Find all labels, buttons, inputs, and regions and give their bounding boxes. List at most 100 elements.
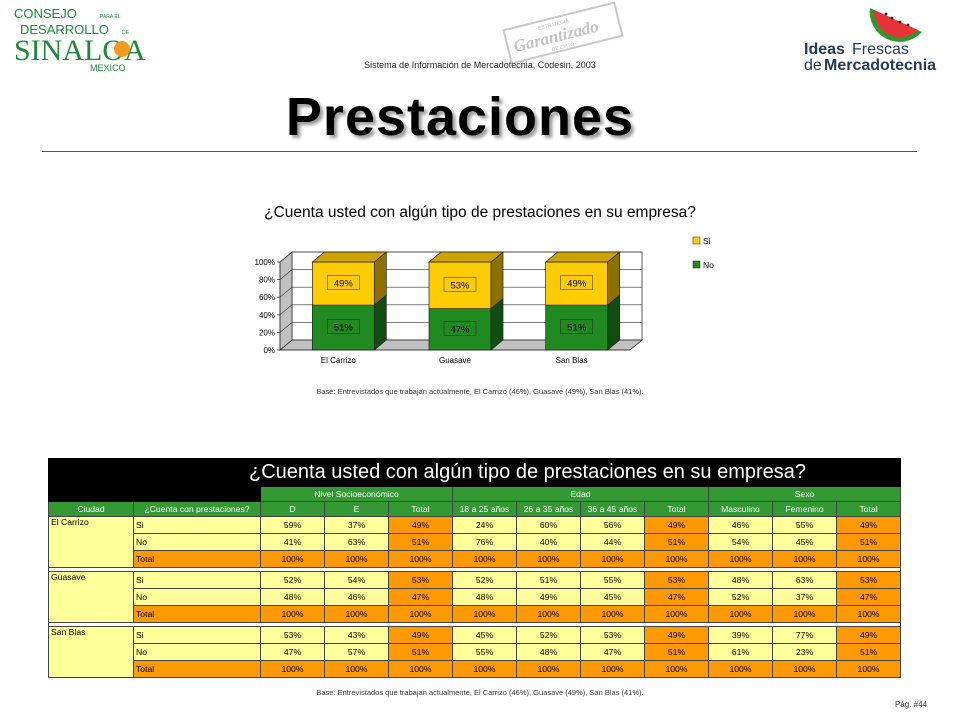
table-value-cell: 24% (452, 516, 517, 534)
data-label-box-si-0 (327, 275, 360, 290)
chart-gridline (279, 251, 642, 263)
data-label-box-no-1 (443, 321, 477, 336)
table-value-cell: 100% (516, 605, 581, 623)
legend-swatch-no (692, 260, 701, 269)
table-value-cell: 55% (452, 643, 517, 661)
table-option-cell: Total (133, 550, 261, 568)
table-value-cell: 100% (708, 605, 773, 623)
table-value-cell: 100% (324, 550, 389, 568)
legend-label-si: Si (703, 236, 711, 246)
y-tick-label: 0% (263, 346, 275, 355)
table-value-cell: 52% (260, 571, 325, 589)
chart-gridline (279, 339, 642, 351)
table-group-header-row: Nivel Socioeconómico Edad Sexo (48, 486, 902, 502)
table-column-header: Ciudad (48, 501, 134, 517)
x-tick-label: El Carrizo (321, 356, 357, 365)
table-value-cell: 48% (452, 588, 517, 606)
table-row: El Carrizo Si 59% 37% 49% 24% 60% 56% 49% 46% 55% 4… (48, 516, 902, 568)
logo-line-mexico: MEXICO (90, 63, 126, 73)
table-value-cell: 53% (835, 571, 902, 589)
table-header-blank (48, 486, 261, 502)
y-tick-label: 20% (259, 328, 275, 337)
table-row: San Blas Si 53% 43% 49% 45% 52% 53% 49% 39% 77% 49% (48, 626, 902, 678)
table-row: No 48% 46% 47% 48% 49% 45% 47% 52% 37% 47% (49, 588, 902, 606)
prestaciones-3d-bar-chart: ¿Cuenta usted con algún tipo de prestaci… (255, 204, 715, 365)
legend-swatch-si (692, 236, 701, 245)
logo-small-de: DE (122, 30, 130, 36)
x-tick-label: San Blas (556, 356, 588, 365)
table-value-cell: 37% (324, 516, 389, 534)
table-value-cell: 23% (772, 643, 837, 661)
ideas-frescas-logo: Ideas Frescas de Mercadotecnia (804, 8, 936, 74)
table-value-cell: 47% (580, 643, 645, 661)
stamp-icon: ESTRATEGIA Garantizado DE ÉXITO (502, 2, 624, 64)
table-value-cell: 49% (516, 588, 581, 606)
table-row: No 47% 57% 51% 55% 48% 47% 51% 61% 23% 51% (49, 643, 902, 661)
table-value-cell: 100% (516, 550, 581, 568)
table-value-cell: 51% (835, 533, 902, 551)
table-value-cell: 47% (260, 643, 325, 661)
table-value-cell: 49% (835, 626, 902, 644)
table-value-cell: 100% (388, 550, 453, 568)
table-value-cell: 45% (772, 533, 837, 551)
crosstab-table: ¿Cuenta usted con algún tipo de prestaci… (47, 458, 902, 678)
sun-icon (114, 41, 130, 57)
table-value-cell: 51% (644, 533, 709, 551)
table-option-cell: Si (133, 626, 261, 644)
table-value-cell: 39% (708, 626, 773, 644)
table-column-header: Femenino (772, 501, 837, 517)
logo-small-para-el: PARA EL (100, 14, 121, 20)
data-label-no-0: 51% (334, 323, 354, 334)
table-value-cell: 100% (324, 605, 389, 623)
table-value-cell: 47% (644, 588, 709, 606)
data-label-no-1: 47% (450, 324, 470, 335)
table-value-cell: 100% (708, 660, 773, 678)
table-row: Total 100% 100% 100% 100% 100% 100% 100% 100% 100… (49, 550, 902, 568)
y-tick-label: 40% (259, 311, 275, 320)
table-column-header: 36 a 45 años (580, 501, 645, 517)
table-value-cell: 47% (835, 588, 902, 606)
table-value-cell: 53% (644, 571, 709, 589)
logo-line-consejo: CONSEJO (14, 6, 77, 21)
table-value-cell: 100% (388, 660, 453, 678)
table-value-cell: 55% (772, 516, 837, 534)
title-divider (42, 151, 917, 152)
table-value-cell: 100% (260, 660, 325, 678)
table-value-cell: 100% (580, 605, 645, 623)
logo-de: de (804, 57, 822, 74)
table-value-cell: 63% (772, 571, 837, 589)
table-value-cell: 37% (772, 588, 837, 606)
table-value-cell: 100% (644, 605, 709, 623)
table-option-cell: Total (133, 660, 261, 678)
chart-gridline (279, 286, 642, 298)
y-tick-label: 100% (255, 258, 275, 267)
table-value-cell: 100% (644, 660, 709, 678)
table-group-header: Sexo (707, 486, 902, 502)
table-value-cell: 100% (324, 660, 389, 678)
table-value-cell: 49% (644, 626, 709, 644)
table-city-cell: Guasave (48, 571, 134, 623)
table-column-header: E (324, 501, 389, 517)
table-value-cell: 60% (516, 516, 581, 534)
table-value-cell: 43% (324, 626, 389, 644)
table-value-cell: 53% (260, 626, 325, 644)
table-value-cell: 48% (708, 571, 773, 589)
legend-label-no: No (703, 260, 714, 270)
watermelon-icon (869, 8, 922, 42)
table-column-header: Total (835, 501, 902, 517)
table-value-cell: 45% (452, 626, 517, 644)
table-value-cell: 100% (835, 660, 902, 678)
table-value-cell: 47% (388, 588, 453, 606)
chart-gridline (279, 269, 642, 280)
table-value-cell: 51% (835, 643, 902, 661)
bar-top-0 (311, 251, 388, 263)
table-value-cell: 100% (452, 550, 517, 568)
bar-top-1 (428, 251, 504, 263)
table-value-cell: 100% (835, 550, 902, 568)
table-city-cell: El Carrizo (48, 516, 134, 568)
table-option-cell: Si (133, 516, 261, 534)
table-option-cell: Total (133, 605, 261, 623)
table-value-cell: 100% (708, 550, 773, 568)
table-value-cell: 100% (516, 660, 581, 678)
table-value-cell: 56% (580, 516, 645, 534)
